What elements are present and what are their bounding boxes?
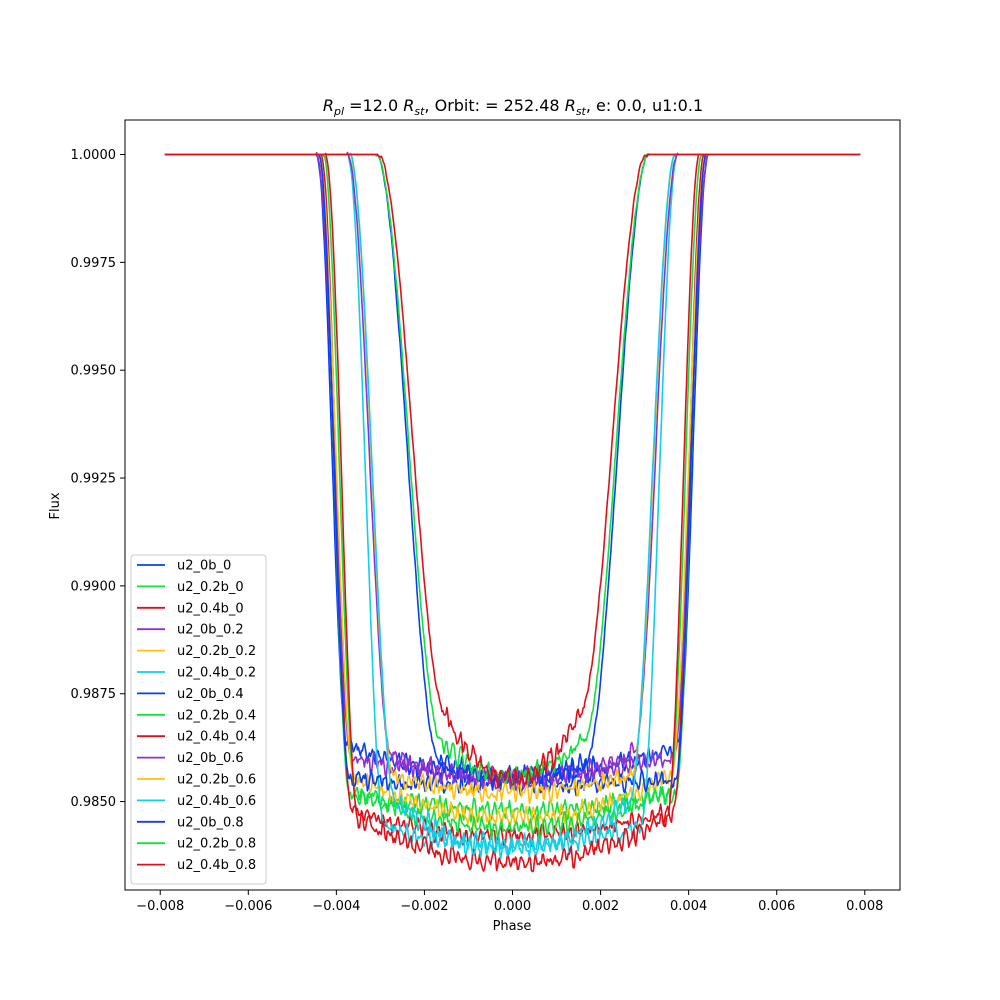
chart-title: Rpl =12.0 Rst, Orbit: = 252.48 Rst, e: 0… <box>323 96 703 118</box>
x-tick-label: 0.002 <box>582 899 619 914</box>
legend-label: u2_0b_0 <box>177 559 231 574</box>
x-tick-label: 0.006 <box>758 899 795 914</box>
legend-label: u2_0.2b_0 <box>177 580 244 595</box>
series-line-u2_0.2b_0 <box>164 153 861 823</box>
x-tick-label: 0.004 <box>670 899 707 914</box>
y-tick-label: 1.0000 <box>71 148 117 163</box>
series-line-u2_0b_0.6 <box>164 151 861 792</box>
series-line-u2_0.4b_0 <box>164 153 861 848</box>
series-line-u2_0b_0 <box>164 153 861 787</box>
series-line-u2_0b_0.2 <box>164 151 861 787</box>
y-tick-label: 0.9975 <box>71 256 117 271</box>
legend-label: u2_0.4b_0.2 <box>177 666 256 681</box>
series-line-u2_0b_0.8 <box>164 153 861 786</box>
x-tick-label: −0.002 <box>400 899 448 914</box>
title-orbit-text: , Orbit: = 252.48 <box>424 96 564 115</box>
x-tick-label: −0.004 <box>312 899 360 914</box>
series-line-u2_0.2b_0.4 <box>164 153 861 841</box>
x-tick-label: −0.008 <box>136 899 184 914</box>
y-tick-label: 0.9925 <box>71 472 117 487</box>
legend-box <box>130 554 267 885</box>
series-line-u2_0.2b_0.2 <box>164 153 861 830</box>
title-rpl-sub: pl <box>333 105 344 118</box>
y-tick-label: 0.9850 <box>71 795 117 810</box>
legend-label: u2_0b_0.8 <box>177 815 244 830</box>
series-line-u2_0.4b_0.6 <box>164 152 861 860</box>
legend: u2_0b_0 u2_0.2b_0 u2_0.4b_0 u2_0b_0.2 u2_0.2… <box>130 554 267 885</box>
y-axis-label: Flux <box>48 492 63 519</box>
y-tick-label: 0.9950 <box>71 364 117 379</box>
title-rst-symbol: R <box>403 96 414 115</box>
axes-layer: −0.008 −0.006 −0.004 −0.002 0.000 0.002 0.004 0… <box>71 119 901 914</box>
series-line-u2_0.4b_0.8 <box>164 153 861 789</box>
title-rst2-symbol: R <box>565 96 576 115</box>
title-tail-text: , e: 0.0, u1:0.1 <box>586 96 703 115</box>
legend-label: u2_0.4b_0.4 <box>177 730 256 745</box>
x-tick-label: −0.006 <box>224 899 272 914</box>
x-axis-label: Phase <box>493 919 532 934</box>
series-layer <box>164 151 861 873</box>
series-line-u2_0.4b_0.2 <box>164 152 861 857</box>
legend-label: u2_0.4b_0 <box>177 601 244 616</box>
title-rpl-symbol: R <box>323 96 334 115</box>
legend-label: u2_0.4b_0.8 <box>177 858 256 873</box>
title-rpl-value: =12.0 <box>344 96 403 115</box>
series-line-u2_0.2b_0.6 <box>164 153 861 805</box>
series-line-u2_0.2b_0.8 <box>164 153 861 788</box>
y-tick-label: 0.9875 <box>71 687 117 702</box>
legend-label: u2_0b_0.2 <box>177 623 244 638</box>
series-line-u2_0.4b_0.4 <box>164 152 861 873</box>
series-line-u2_0b_0.4 <box>164 153 861 797</box>
legend-label: u2_0.2b_0.4 <box>177 708 256 723</box>
legend-label: u2_0.2b_0.6 <box>177 773 256 788</box>
legend-label: u2_0.2b_0.8 <box>177 837 256 852</box>
y-tick-label: 0.9900 <box>71 579 117 594</box>
title-rst2-sub: st <box>576 105 587 118</box>
legend-label: u2_0.4b_0.6 <box>177 794 256 809</box>
legend-label: u2_0b_0.4 <box>177 687 244 702</box>
x-tick-label: 0.000 <box>494 899 531 914</box>
x-tick-label: 0.008 <box>846 899 883 914</box>
legend-label: u2_0.2b_0.2 <box>177 644 256 659</box>
legend-label: u2_0b_0.6 <box>177 751 244 766</box>
title-rst-sub: st <box>414 105 425 118</box>
